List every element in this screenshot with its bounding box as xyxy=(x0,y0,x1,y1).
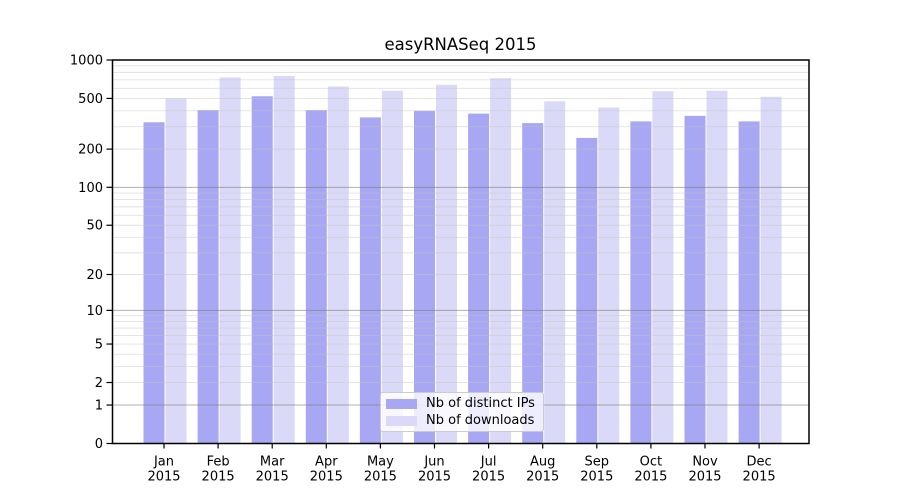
x-tick-label-month: Jul xyxy=(480,455,497,470)
x-tick-label-year: 2015 xyxy=(688,470,721,485)
x-tick-label-month: Nov xyxy=(692,455,718,470)
bar xyxy=(414,110,435,444)
bar xyxy=(197,110,219,444)
y-tick-label: 10 xyxy=(86,304,103,319)
bar xyxy=(630,121,652,444)
y-tick-label: 200 xyxy=(78,143,103,158)
x-tick-label-year: 2015 xyxy=(202,470,235,485)
plot-frame xyxy=(111,59,810,445)
y-tick-label: 20 xyxy=(86,268,103,283)
x-tick-label-month: Oct xyxy=(640,455,662,470)
bar xyxy=(576,137,598,444)
bar xyxy=(684,115,706,444)
x-tick-label-month: Jan xyxy=(153,455,174,470)
y-tick-label: 2 xyxy=(95,376,103,391)
y-tick-label: 0 xyxy=(95,437,103,452)
x-tick-label-month: Dec xyxy=(747,455,772,470)
x-tick-label-year: 2015 xyxy=(418,470,451,485)
y-tick-label: 500 xyxy=(78,92,103,107)
chart-legend: Nb of distinct IPs Nb of downloads xyxy=(380,392,544,432)
bar xyxy=(251,96,273,444)
x-tick-label-year: 2015 xyxy=(743,470,776,485)
legend-label-downloads: Nb of downloads xyxy=(426,413,535,428)
x-tick-label-month: Aug xyxy=(530,455,555,470)
bar xyxy=(359,117,381,444)
legend-swatch-downloads xyxy=(386,415,417,426)
bar xyxy=(598,107,620,444)
bar xyxy=(381,90,403,444)
x-tick-label-year: 2015 xyxy=(472,470,505,485)
legend-label-distinct-ips: Nb of distinct IPs xyxy=(426,396,535,411)
x-tick-label-month: May xyxy=(367,455,394,470)
bar xyxy=(652,91,674,444)
x-tick-label-year: 2015 xyxy=(364,470,397,485)
legend-swatch-distinct-ips xyxy=(386,398,417,409)
bar xyxy=(544,101,566,444)
bar xyxy=(490,78,512,444)
bar xyxy=(327,86,349,444)
bar xyxy=(522,123,544,444)
x-tick-label-month: Feb xyxy=(207,455,230,470)
bar xyxy=(760,96,782,444)
bar xyxy=(273,75,295,444)
y-tick-label: 1 xyxy=(95,399,103,414)
x-tick-label-month: Mar xyxy=(260,455,285,470)
legend-item-downloads: Nb of downloads xyxy=(386,414,539,427)
bar xyxy=(305,110,327,444)
bar xyxy=(738,121,760,444)
x-tick-label-year: 2015 xyxy=(256,470,289,485)
y-tick-label: 50 xyxy=(86,219,103,234)
x-tick-label-month: Apr xyxy=(315,455,338,470)
bar xyxy=(706,90,728,444)
y-tick-label: 100 xyxy=(78,181,103,196)
x-tick-label-year: 2015 xyxy=(526,470,559,485)
y-tick-label: 1000 xyxy=(70,54,103,69)
bar xyxy=(468,113,490,444)
x-tick-label-year: 2015 xyxy=(634,470,667,485)
x-tick-label-year: 2015 xyxy=(580,470,613,485)
x-tick-label-month: Sep xyxy=(585,455,610,470)
y-tick-label: 5 xyxy=(95,338,103,353)
x-tick-label-year: 2015 xyxy=(310,470,343,485)
chart-title: easyRNASeq 2015 xyxy=(384,35,536,54)
bar xyxy=(219,77,241,444)
bar xyxy=(436,84,457,444)
bar xyxy=(165,98,187,444)
x-tick-label-year: 2015 xyxy=(147,470,180,485)
legend-item-distinct-ips: Nb of distinct IPs xyxy=(386,397,539,410)
x-tick-label-month: Jun xyxy=(423,455,444,470)
bar xyxy=(143,122,165,444)
